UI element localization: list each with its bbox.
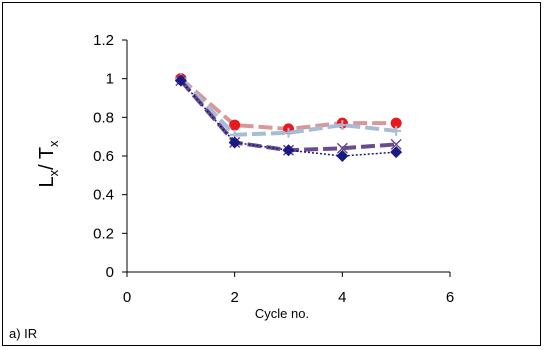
y-axis-title-separator: /	[36, 159, 58, 170]
series-layer	[174, 73, 403, 162]
data-point-diamond	[228, 136, 241, 149]
y-axis-title: Lx/ Tx	[36, 140, 61, 188]
data-point-cross	[390, 138, 402, 150]
data-point-diamond	[282, 144, 295, 157]
x-tick-label: 2	[230, 289, 238, 306]
y-axis-title-denominator-subscript: x	[46, 140, 61, 147]
series-line	[179, 79, 397, 153]
data-point-plus	[391, 125, 402, 136]
y-tick-label: 0.4	[93, 187, 114, 204]
series-1	[175, 73, 402, 135]
y-tick-label: 0.8	[93, 109, 114, 126]
x-tick-label: 0	[123, 289, 131, 306]
series-4	[174, 74, 403, 162]
ticks: 0 0.2 0.4 0.6 0.8 1 1.2 0 2 4 6	[93, 32, 454, 306]
chart-frame	[2, 2, 541, 346]
panel-label: a) IR	[9, 326, 37, 341]
y-tick-label: 0	[106, 264, 114, 281]
y-tick-label: 1.2	[93, 32, 114, 49]
x-tick-label: 4	[338, 289, 346, 306]
y-tick-label: 1	[106, 71, 114, 88]
x-tick-label: 6	[446, 289, 454, 306]
series-line	[179, 77, 397, 137]
data-point-diamond	[174, 74, 187, 87]
series-line	[179, 77, 397, 131]
y-tick-label: 0.6	[93, 148, 114, 165]
data-point-diamond	[390, 146, 403, 159]
data-point-circle	[390, 117, 402, 129]
y-axis-title-denominator: T	[36, 147, 58, 159]
data-point-plus	[337, 120, 348, 131]
data-point-diamond	[336, 150, 349, 162]
data-point-cross	[336, 142, 348, 154]
y-axis-title-main-subscript: x	[46, 169, 61, 176]
series-2	[175, 73, 402, 140]
x-axis-title: Cycle no.	[255, 306, 309, 321]
y-tick-label: 0.2	[93, 225, 114, 242]
series-3	[175, 75, 402, 156]
y-axis-title-main: L	[36, 176, 58, 187]
data-point-circle	[229, 119, 241, 131]
data-point-plus	[283, 127, 294, 138]
